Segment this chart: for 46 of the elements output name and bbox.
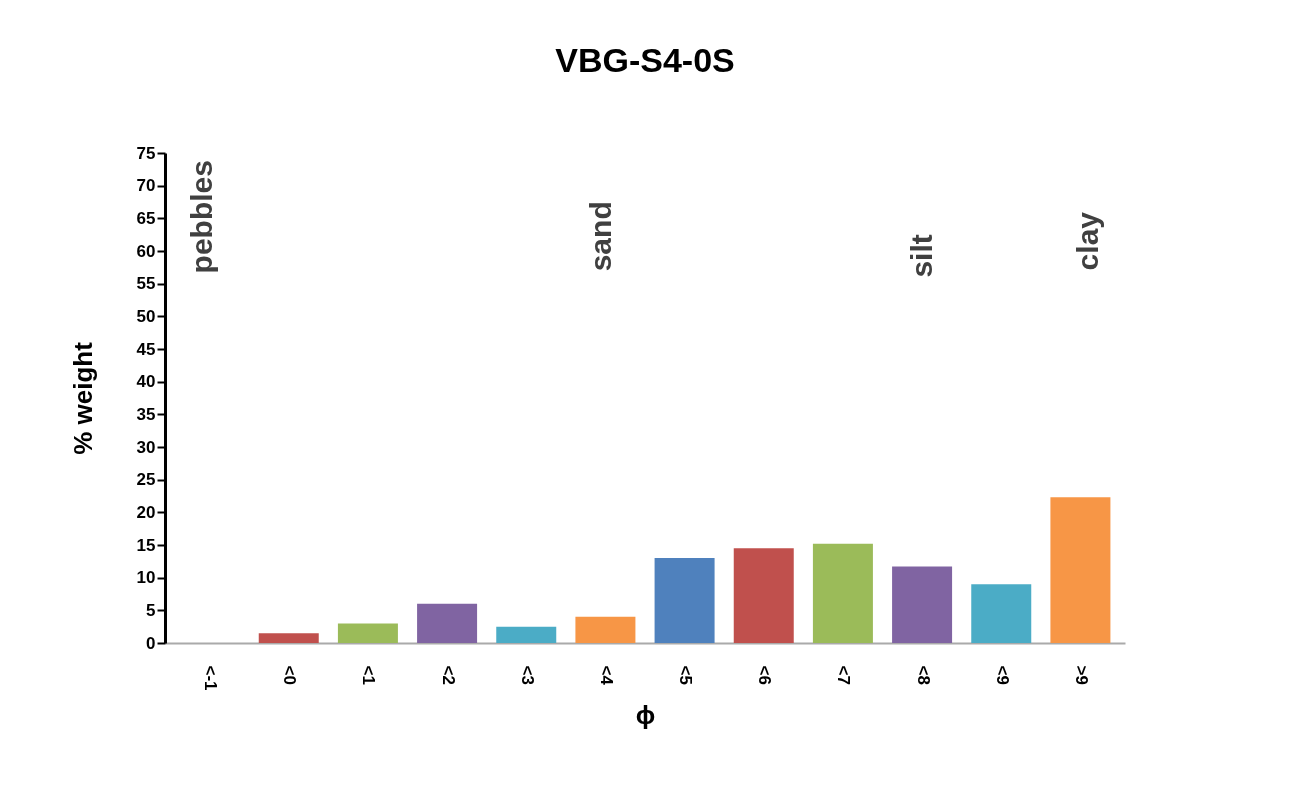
annotation: silt <box>905 234 939 278</box>
x-tick-label: <0 <box>280 665 300 685</box>
y-tick-label: 0 <box>146 633 156 653</box>
y-tick-label: 25 <box>136 470 156 490</box>
bar <box>417 603 478 643</box>
bar <box>1050 497 1111 643</box>
bar <box>654 558 715 643</box>
x-tick-label: <8 <box>913 665 933 685</box>
y-tick-label: 60 <box>136 241 156 261</box>
x-tick-label: >9 <box>1071 665 1091 685</box>
y-tick-label: 35 <box>136 404 156 424</box>
x-tick-label: <9 <box>992 665 1012 685</box>
x-tick-label: <7 <box>834 665 854 685</box>
x-tick-label: <1 <box>359 665 379 685</box>
y-tick-label: 65 <box>136 208 156 228</box>
y-tick-label: 45 <box>136 339 156 359</box>
annotation: sand <box>583 201 617 272</box>
y-tick-label: 50 <box>136 306 156 326</box>
y-tick-label: 30 <box>136 437 156 457</box>
y-tick-label: 10 <box>136 568 156 588</box>
bar <box>337 623 398 643</box>
bar <box>496 626 557 643</box>
bar <box>575 616 636 643</box>
annotation: clay <box>1071 211 1105 271</box>
bar <box>892 566 953 643</box>
y-tick-label: 70 <box>136 176 156 196</box>
y-tick-label: 20 <box>136 502 156 522</box>
y-tick-label: 15 <box>136 535 156 555</box>
y-tick-label: 55 <box>136 274 156 294</box>
x-axis-title: ϕ <box>635 699 656 730</box>
y-axis-title: % weight <box>67 341 98 455</box>
x-tick-label: <6 <box>755 665 775 685</box>
bar <box>971 584 1032 643</box>
x-tick-label: <3 <box>517 665 537 685</box>
x-tick-label: <-1 <box>201 665 221 691</box>
bar <box>258 633 319 643</box>
x-tick-label: <4 <box>596 665 616 686</box>
annotation: pebbles <box>185 160 219 274</box>
y-tick-label: 75 <box>136 143 156 163</box>
chart-title: VBG-S4-0S <box>555 41 735 79</box>
x-tick-label: <5 <box>676 665 696 685</box>
x-tick-label: <2 <box>438 665 458 685</box>
bar <box>733 548 794 643</box>
bar <box>812 543 873 643</box>
y-tick-label: 5 <box>146 600 156 620</box>
y-tick-label: 40 <box>136 372 156 392</box>
